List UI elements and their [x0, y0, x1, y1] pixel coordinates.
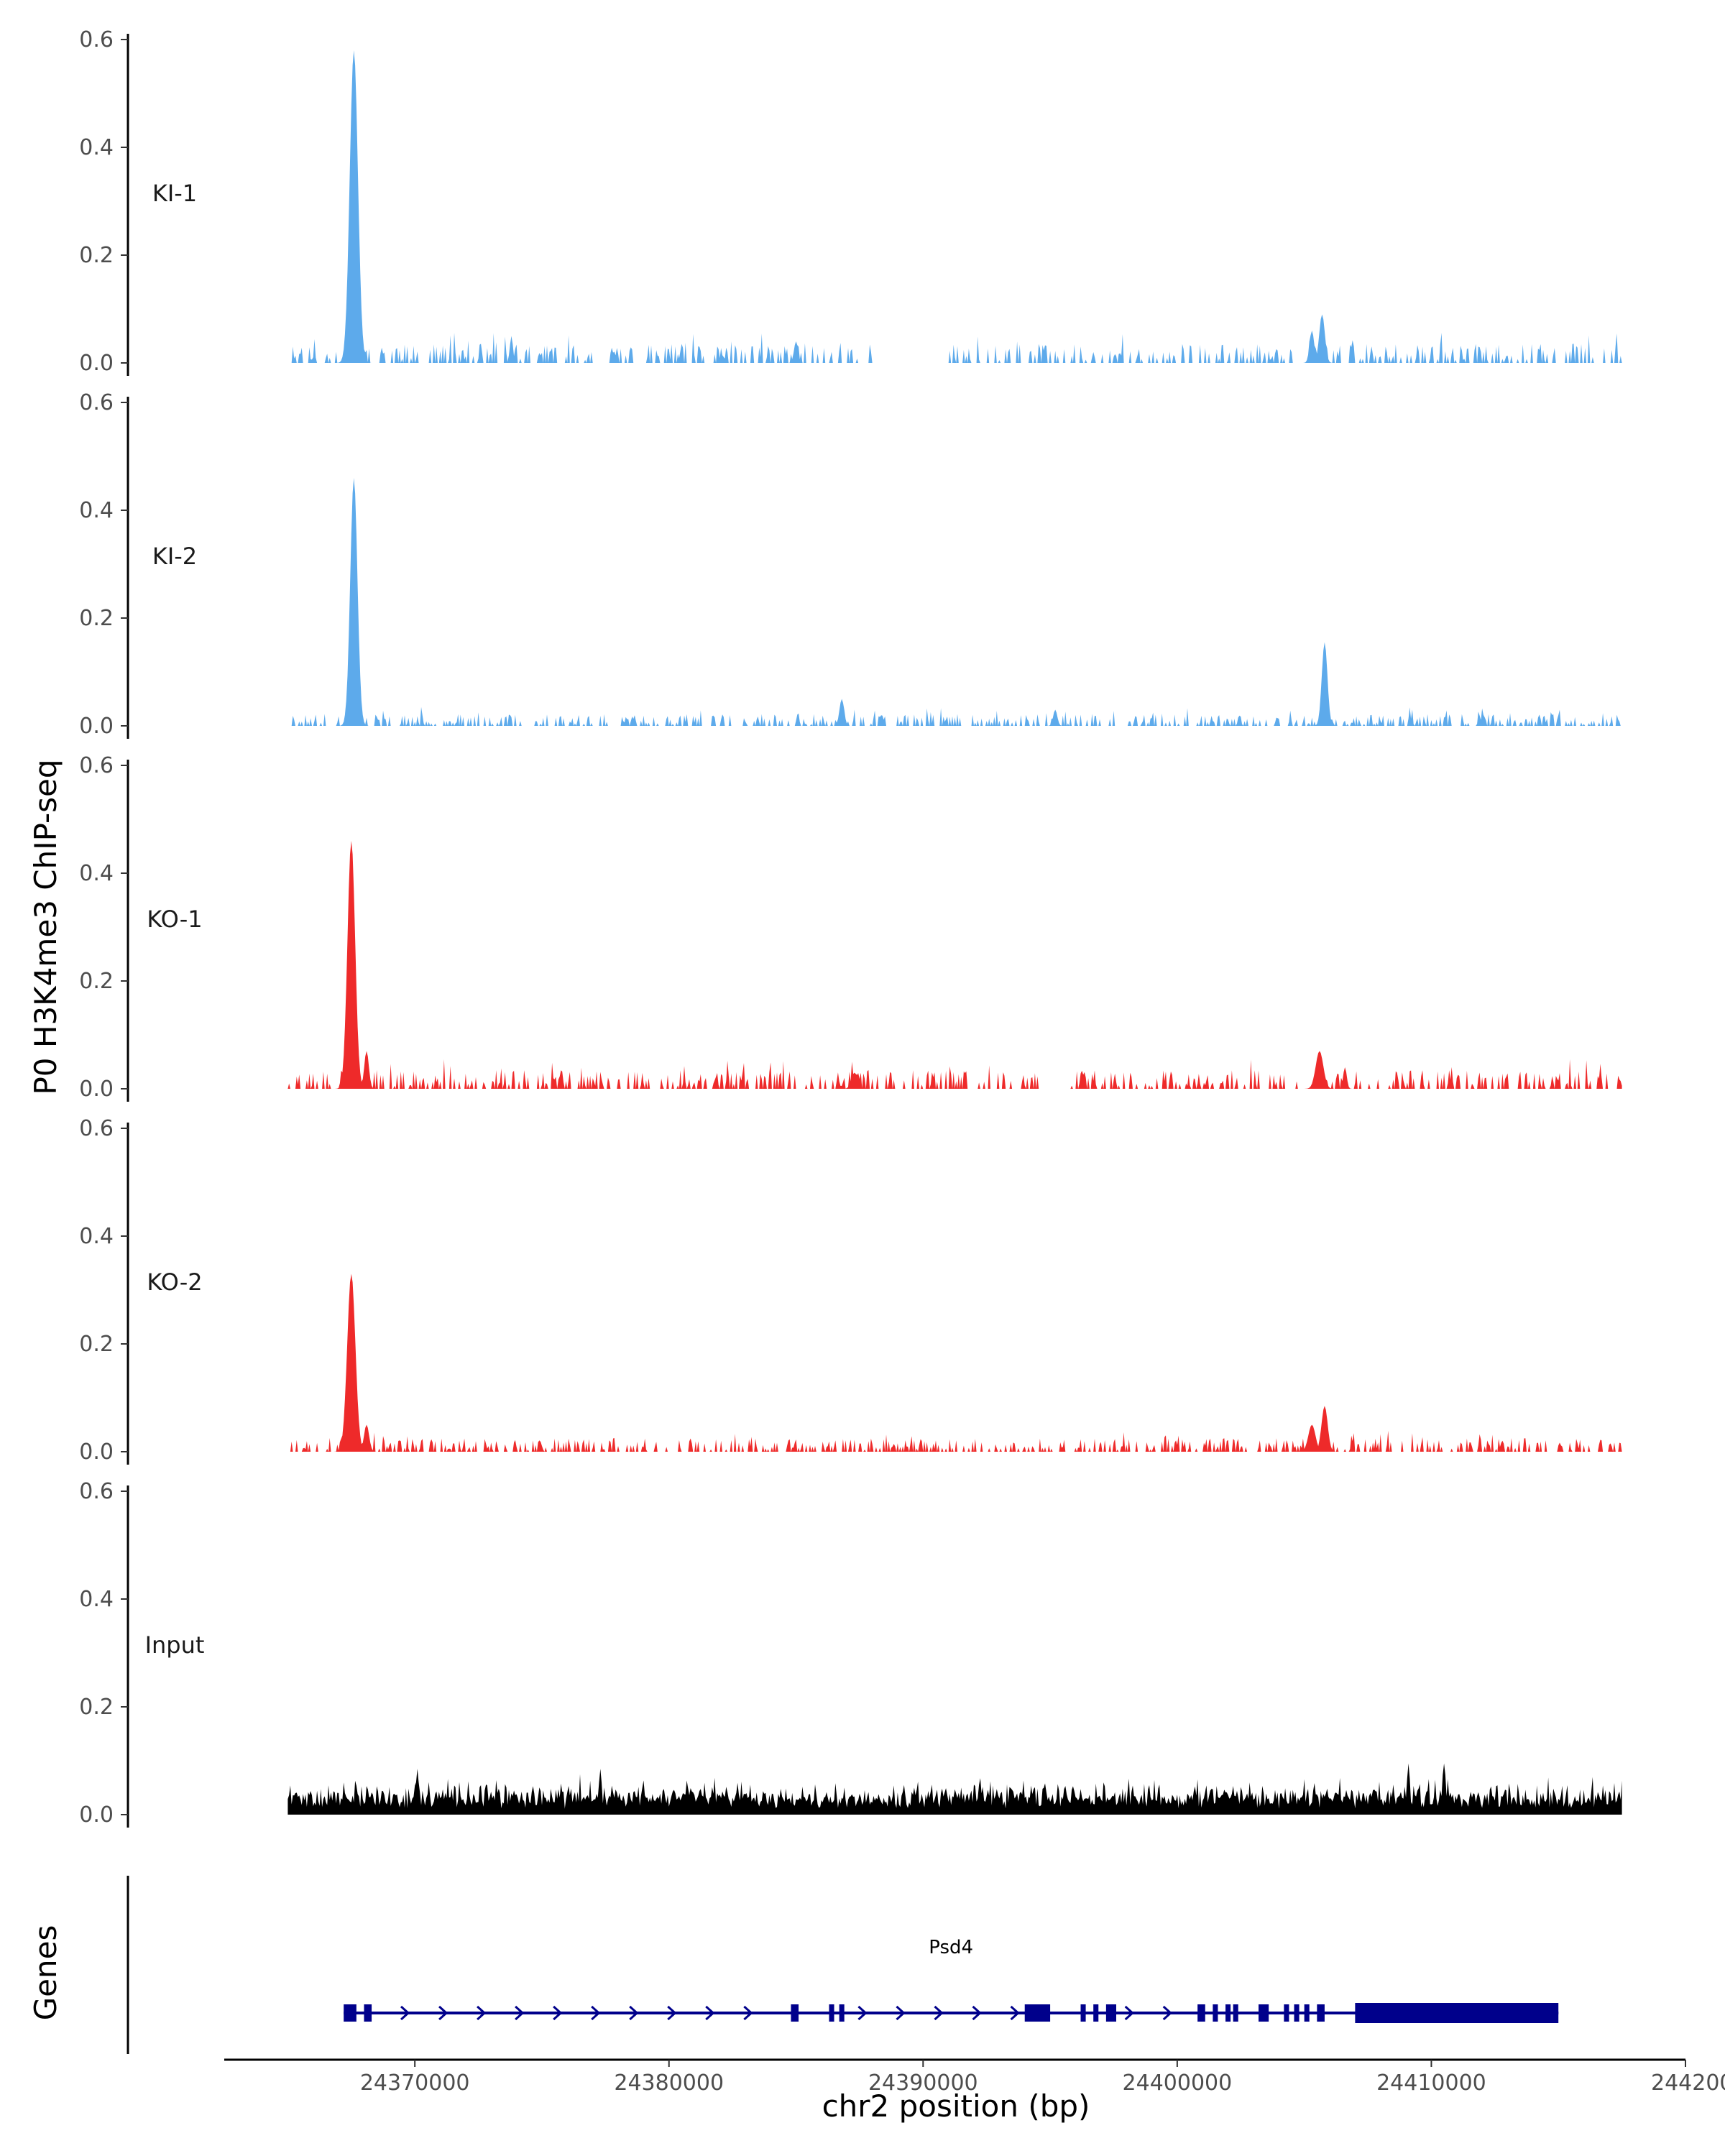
strand-arrow: [553, 2005, 563, 2021]
gene-exon: [1105, 2004, 1117, 2022]
y-tick-label: 0.2: [79, 606, 114, 631]
strand-arrow: [1010, 2005, 1020, 2021]
strand-arrow: [857, 2005, 868, 2021]
gene-exon: [1294, 2004, 1300, 2022]
x-axis: 24370000 24380000 24390000 24400000 24410000…: [224, 2058, 1725, 2096]
strand-arrow: [438, 2005, 448, 2021]
gene-exon: [1304, 2004, 1310, 2022]
gene-exon: [1024, 2004, 1051, 2022]
y-tick-label: 0.0: [79, 1077, 114, 1102]
gene-exon: [1259, 2004, 1269, 2022]
gene-exon: [1225, 2004, 1231, 2022]
y-tick-label: 0.4: [79, 1587, 114, 1612]
signal-tracks: 0.00.20.40.6KI-10.00.20.40.6KI-20.00.20.…: [79, 27, 1622, 1828]
gene-exon: [839, 2004, 845, 2022]
signal-area: [288, 478, 1622, 726]
strand-arrow: [477, 2005, 487, 2021]
gene-exon: [1317, 2004, 1325, 2022]
x-axis-title: chr2 position (bp): [822, 2088, 1090, 2124]
gene-exon: [1197, 2004, 1205, 2022]
gene-exon: [1093, 2004, 1099, 2022]
track-label: KI-2: [152, 543, 197, 570]
strand-arrow: [591, 2005, 601, 2021]
x-tick-label: 244200: [1651, 2070, 1725, 2096]
strand-arrow: [515, 2005, 525, 2021]
y-tick-label: 0.4: [79, 1224, 114, 1249]
y-tick-label: 0.2: [79, 243, 114, 268]
gene-exon: [1233, 2004, 1238, 2022]
strand-arrow: [629, 2005, 639, 2021]
gene-exon: [344, 2004, 356, 2022]
y-tick-label: 0.4: [79, 135, 114, 160]
gene-name: Psd4: [929, 1937, 973, 1958]
y-tick-label: 0.2: [79, 1695, 114, 1720]
gene-exon: [1284, 2004, 1289, 2022]
gene-exon: [364, 2004, 372, 2022]
y-tick-label: 0.6: [79, 390, 114, 415]
x-tick-label: 24380000: [614, 2070, 724, 2096]
y-tick-label: 0.4: [79, 498, 114, 523]
gene-track: Psd4: [126, 1876, 1559, 2054]
gene-exon: [829, 2004, 834, 2022]
y-tick-label: 0.6: [79, 1479, 114, 1504]
track-label: Input: [145, 1631, 205, 1659]
x-tick-label: 24390000: [868, 2070, 978, 2096]
gene-exon: [1080, 2004, 1086, 2022]
strand-arrow: [972, 2005, 982, 2021]
strand-arrow: [896, 2005, 906, 2021]
track-ki-1: 0.0 0.2 0.4 0.6 KI-1: [79, 27, 1622, 376]
track-ki-2: 0.0 0.2 0.4 0.6 KI-2: [79, 390, 1622, 739]
track-input: 0.0 0.2 0.4 0.6 Input: [79, 1479, 1622, 1828]
strand-arrow: [743, 2005, 753, 2021]
y-tick-label: 0.6: [79, 1116, 114, 1141]
y-tick-label: 0.0: [79, 1439, 114, 1465]
track-ko-1: 0.0 0.2 0.4 0.6 KO-1: [79, 753, 1622, 1102]
y-tick-label: 0.0: [79, 714, 114, 739]
gene-exon: [791, 2004, 799, 2022]
gene-exon: [1355, 2003, 1559, 2023]
strand-arrow: [705, 2005, 715, 2021]
track-label: KI-1: [152, 180, 197, 207]
signal-area: [288, 1273, 1622, 1452]
y-tick-label: 0.2: [79, 1332, 114, 1357]
y-tick-label: 0.0: [79, 1802, 114, 1828]
track-ko-2: 0.0 0.2 0.4 0.6 KO-2: [79, 1116, 1622, 1465]
y-tick-label: 0.6: [79, 27, 114, 52]
strand-arrow: [400, 2005, 410, 2021]
y-tick-label: 0.2: [79, 969, 114, 994]
signal-area: [288, 841, 1622, 1089]
strand-arrow: [1162, 2005, 1172, 2021]
strand-arrow: [1124, 2005, 1134, 2021]
track-label: KO-1: [147, 906, 202, 933]
signal-area: [288, 50, 1622, 363]
x-tick-label: 24400000: [1123, 2070, 1233, 2096]
genes-track-title: Genes: [28, 1925, 63, 2021]
track-label: KO-2: [147, 1268, 202, 1296]
signal-area: [288, 1763, 1622, 1815]
strand-arrow: [667, 2005, 677, 2021]
gene-exon: [1213, 2004, 1218, 2022]
y-tick-label: 0.6: [79, 753, 114, 778]
x-tick-label: 24410000: [1376, 2070, 1486, 2096]
y-tick-label: 0.0: [79, 351, 114, 376]
x-tick-label: 24370000: [360, 2070, 470, 2096]
y-tick-label: 0.4: [79, 861, 114, 886]
y-axis-title: P0 H3K4me3 ChIP-seq: [28, 759, 63, 1095]
strand-arrow: [934, 2005, 944, 2021]
